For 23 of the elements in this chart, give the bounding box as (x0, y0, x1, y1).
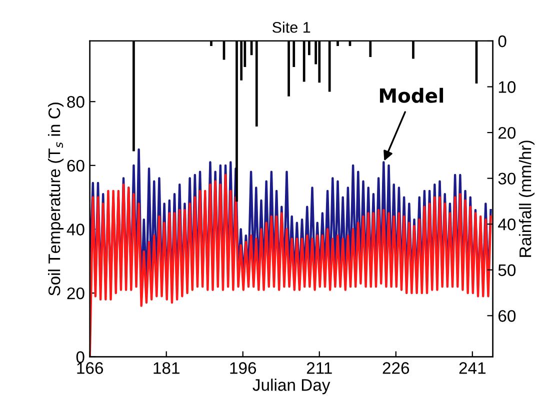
x-tick-label: 166 (77, 362, 104, 374)
y-axis-title: Soil Temperature (T$_{s}$ in C) (48, 102, 64, 296)
y2-tick-label: 30 (498, 172, 516, 185)
x-tick-label: 211 (306, 362, 332, 374)
y-tick-label: 20 (67, 287, 84, 300)
y2-tick-label: 60 (498, 310, 516, 322)
annotation: Model (380, 88, 444, 103)
x-axis-title: Julian Day (252, 378, 330, 394)
x-tick-label: 196 (230, 362, 256, 374)
y2-tick-label: 50 (498, 264, 516, 276)
y-tick-label: 40 (66, 224, 84, 236)
y2-axis-title: Rainfall (mm/hr) (518, 140, 535, 257)
y2-tick-label: 10 (498, 81, 516, 93)
y2-tick-label: 0 (498, 35, 506, 48)
x-tick-label: 226 (382, 362, 410, 374)
x-tick-label: 241 (459, 362, 486, 374)
y-tick-label: 0 (76, 351, 84, 364)
x-tick-label: 181 (154, 362, 180, 374)
y2-tick-label: 20 (498, 126, 516, 139)
chart-title: Site 1 (272, 22, 310, 33)
y2-tick-label: 40 (498, 218, 516, 230)
y-tick-label: 80 (67, 96, 84, 108)
y-tick-label: 60 (67, 160, 84, 172)
